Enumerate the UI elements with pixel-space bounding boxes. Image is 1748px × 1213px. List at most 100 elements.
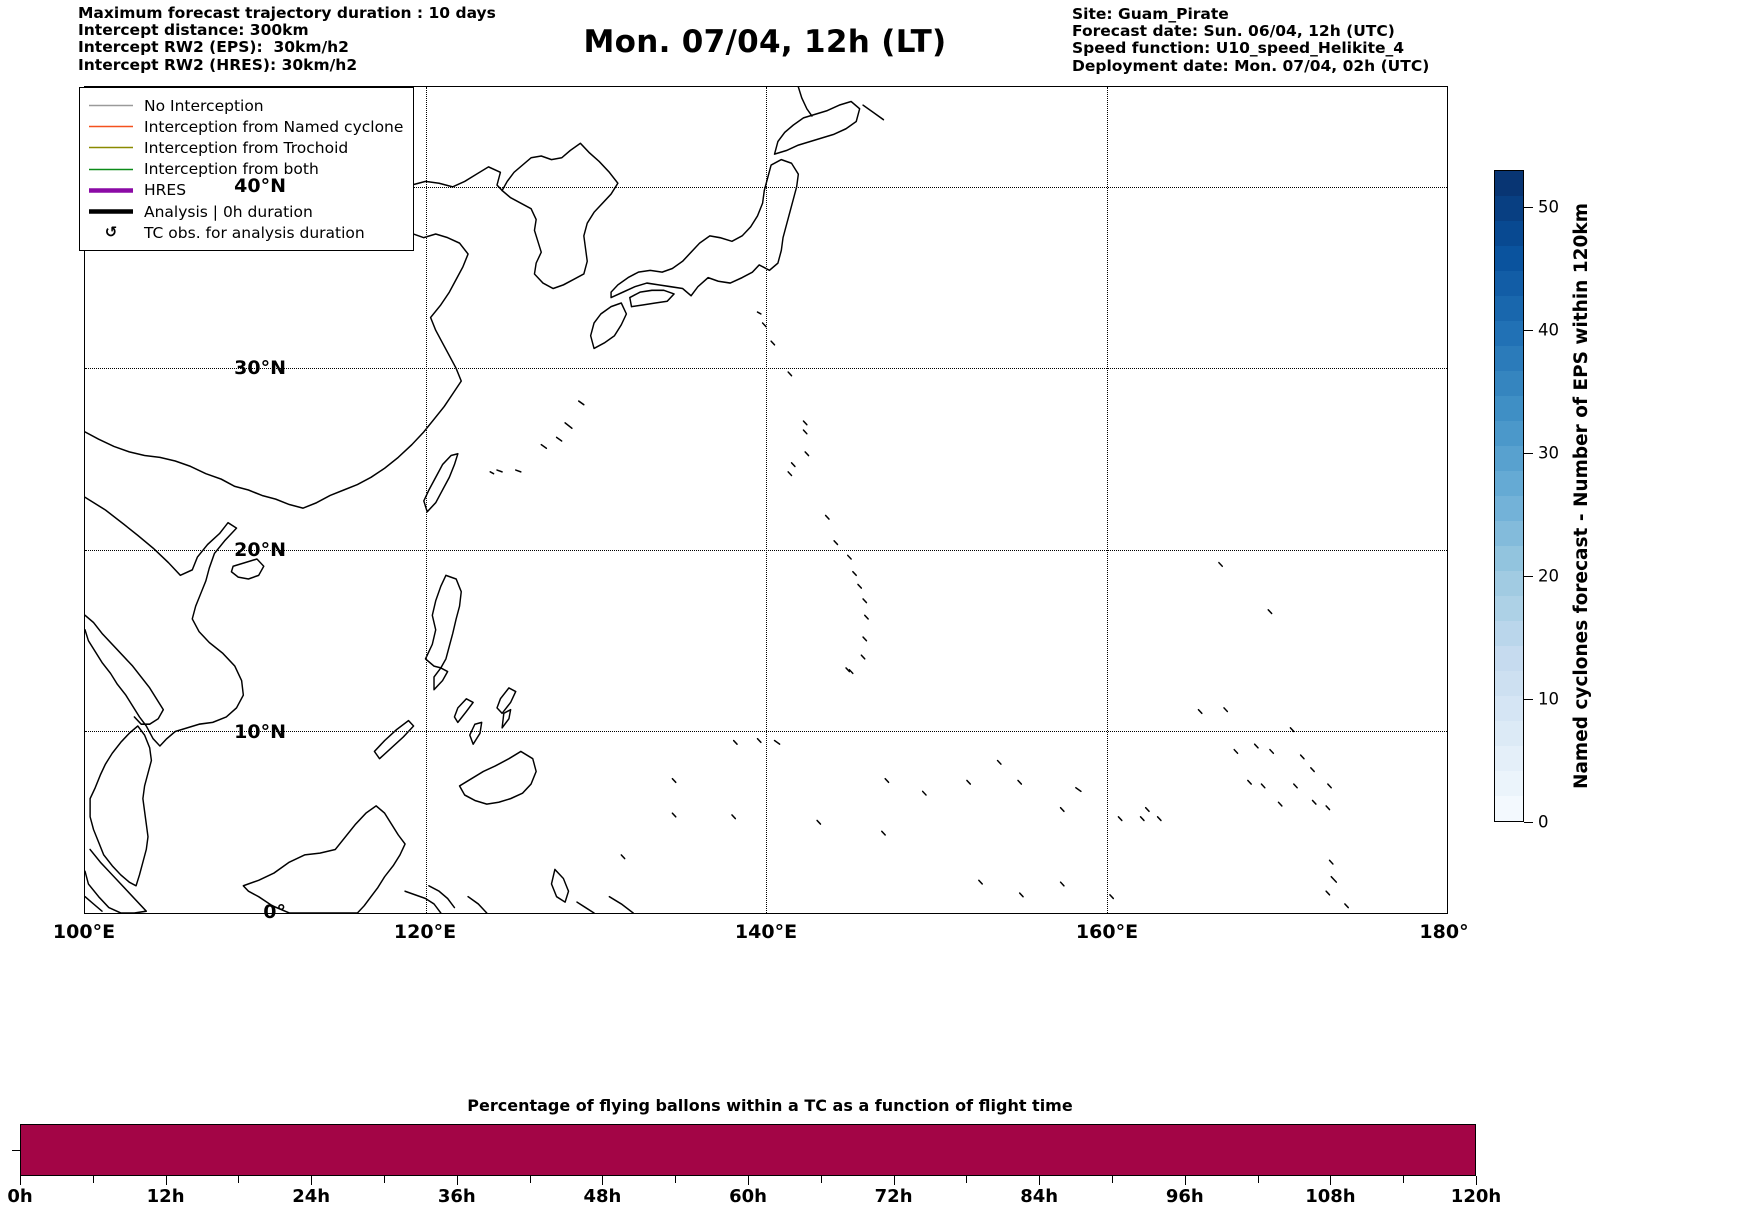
colorbar-title: Named cyclones forecast - Number of EPS … [1570,202,1592,790]
colorbar-level [1495,371,1523,396]
percentage-bar-tick [675,1176,677,1183]
legend-item-analysis[interactable]: Analysis | 0h duration [88,201,403,222]
legend-label: Interception from Trochoid [144,138,349,157]
legend-label: HRES [144,181,187,200]
percentage-bar-tick [92,1176,94,1183]
ytick-label-10n: 10°N [234,721,286,743]
colorbar-level [1495,171,1523,196]
xtick-label-100e: 100°E [52,921,116,943]
percentage-bar-tick [602,1176,604,1185]
colorbar-level [1495,671,1523,696]
colorbar-tick [1524,698,1533,700]
colorbar-level [1495,746,1523,771]
map-legend[interactable]: No Interception Interception from Named … [79,87,415,252]
colorbar-level [1495,396,1523,421]
percentage-bar-tick [311,1176,313,1185]
percentage-bar-tick [820,1176,822,1183]
legend-swatch-line [88,166,134,173]
percentage-bar-tick-label: 12h [146,1186,185,1207]
percentage-bar-tick-label: 48h [583,1186,622,1207]
xtick-label-140e: 140°E [734,921,798,943]
percentage-bar-tick [1039,1176,1041,1185]
legend-swatch-line [88,187,134,194]
colorbar-level [1495,521,1523,546]
percentage-bar-tick-label: 120h [1450,1186,1502,1207]
colorbar-level [1495,346,1523,371]
colorbar-level [1495,221,1523,246]
colorbar-level [1495,771,1523,796]
xtick-label-180: 180° [1419,921,1469,943]
percentage-bar-tick [966,1176,968,1183]
colorbar-level [1495,796,1523,821]
percentage-bar-tick-label: 36h [437,1186,476,1207]
legend-item-hres[interactable]: HRES [88,180,403,201]
percentage-bar-tick [1257,1176,1259,1183]
colorbar-tick [1524,822,1533,823]
percentage-bar-tick-label: 72h [874,1186,913,1207]
colorbar-level [1495,621,1523,646]
percentage-bar-tick [1330,1176,1332,1185]
percentage-bar-axes[interactable] [20,1124,1476,1176]
legend-item-named-cyclone[interactable]: Interception from Named cyclone [88,116,403,137]
percentage-bar-tick [238,1176,240,1183]
legend-item-tc-obs[interactable]: ↺ TC obs. for analysis duration [88,222,403,243]
percentage-bar-tick-label: 84h [1020,1186,1059,1207]
colorbar-level [1495,246,1523,271]
colorbar-level [1495,471,1523,496]
xtick-label-160e: 160°E [1075,921,1139,943]
percentage-bar-tick-label: 24h [292,1186,331,1207]
percentage-bar-tick [456,1176,458,1185]
percentage-bar-tick-label: 96h [1165,1186,1204,1207]
colorbar-level [1495,721,1523,746]
xtick-label-120e: 120°E [393,921,457,943]
colorbar-level [1495,296,1523,321]
percentage-bar-tick [1403,1176,1405,1183]
percentage-bar-tick-label: 0h [7,1186,33,1207]
colorbar-tick-label: 40 [1538,320,1559,340]
colorbar-level [1495,546,1523,571]
legend-item-both[interactable]: Interception from both [88,159,403,180]
ytick-label-40n: 40°N [234,175,286,197]
gridline-lon-160 [1106,87,1108,913]
colorbar-level [1495,646,1523,671]
colorbar-level [1495,571,1523,596]
colorbar-tick-label: 20 [1538,566,1559,586]
percentage-bar-tick [20,1176,21,1185]
colorbar-level [1495,421,1523,446]
legend-swatch-line [88,144,134,151]
page-title: Mon. 07/04, 12h (LT) [583,24,947,60]
ytick-label-30n: 30°N [234,357,286,379]
percentage-bar-title: Percentage of flying ballons within a TC… [467,1096,1073,1115]
colorbar[interactable]: 0 10 20 30 40 50 [1494,170,1559,832]
legend-label: Interception from Named cyclone [144,117,404,136]
colorbar-level [1495,446,1523,471]
legend-label: Analysis | 0h duration [144,202,313,221]
percentage-bar-tick-label: 60h [729,1186,767,1207]
percentage-bar-ytick [12,1150,21,1151]
ytick-label-20n: 20°N [234,539,286,561]
legend-item-trochoid[interactable]: Interception from Trochoid [88,137,403,158]
colorbar-tick [1524,575,1533,577]
colorbar-level [1495,596,1523,621]
legend-swatch-line [88,208,134,215]
percentage-bar-tick [529,1176,531,1183]
colorbar-tick [1524,329,1533,331]
colorbar-level [1495,496,1523,521]
colorbar-level [1495,271,1523,296]
legend-label: No Interception [144,96,264,115]
legend-item-no-interception[interactable]: No Interception [88,95,403,116]
percentage-bar-tick [165,1176,167,1185]
colorbar-tick-label: 30 [1538,443,1559,463]
colorbar-tick-label: 10 [1538,689,1559,709]
header-left-info: Maximum forecast trajectory duration : 1… [78,4,496,74]
percentage-bar-tick-label: 108h [1305,1186,1356,1207]
header-right-info: Site: Guam_Pirate Forecast date: Sun. 06… [1072,5,1430,75]
legend-swatch-line [88,102,134,109]
colorbar-level [1495,196,1523,221]
percentage-bar-fill [21,1125,1475,1175]
map-plot-area[interactable]: No Interception Interception from Named … [79,86,1448,914]
percentage-bar-tick [748,1176,749,1185]
percentage-bar-tick [1112,1176,1113,1183]
gridline-lon-140 [766,87,767,913]
legend-swatch-line [88,123,134,130]
